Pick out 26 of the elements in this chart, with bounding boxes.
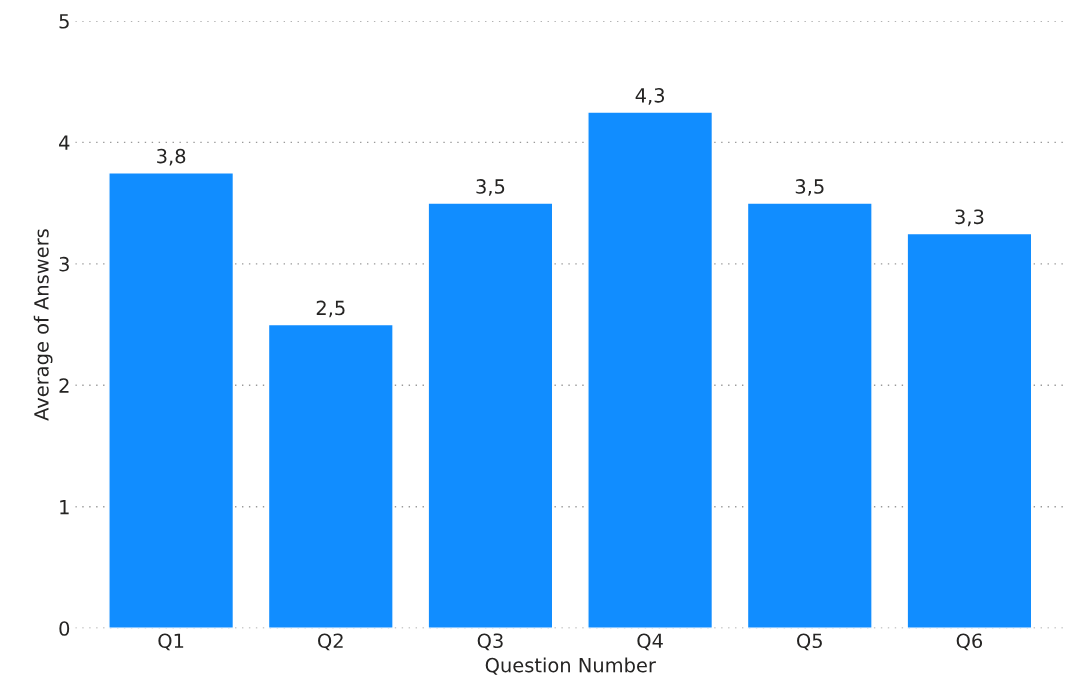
y-tick-label: 0 <box>59 621 70 636</box>
data-label: 3,5 <box>795 179 824 196</box>
y-tick-label: 1 <box>60 499 69 515</box>
data-label: 3,3 <box>955 209 984 227</box>
x-tick-label: Q5 <box>797 633 822 651</box>
x-tick-label: Q3 <box>477 633 503 651</box>
x-tick-label: Q4 <box>637 633 663 651</box>
bar <box>108 172 235 629</box>
bar <box>587 111 714 629</box>
y-axis-title: Average of Answers <box>33 229 53 421</box>
x-tick-label: Q1 <box>158 633 184 651</box>
y-tick-label: 3 <box>59 256 69 272</box>
x-axis-title: Question Number <box>485 657 656 675</box>
data-label: 3,5 <box>476 179 505 196</box>
data-label: 4,3 <box>635 88 665 105</box>
y-tick-label: 2 <box>59 378 69 393</box>
data-label: 3,8 <box>157 148 186 166</box>
x-tick-label: Q2 <box>318 633 343 651</box>
bar <box>906 232 1033 629</box>
bar <box>267 323 394 629</box>
y-tick-label: 4 <box>59 135 70 150</box>
data-label: 2,5 <box>316 300 345 318</box>
bar <box>427 202 554 629</box>
bar <box>746 202 873 629</box>
y-tick-label: 5 <box>59 14 69 29</box>
x-tick-label: Q6 <box>956 633 983 651</box>
